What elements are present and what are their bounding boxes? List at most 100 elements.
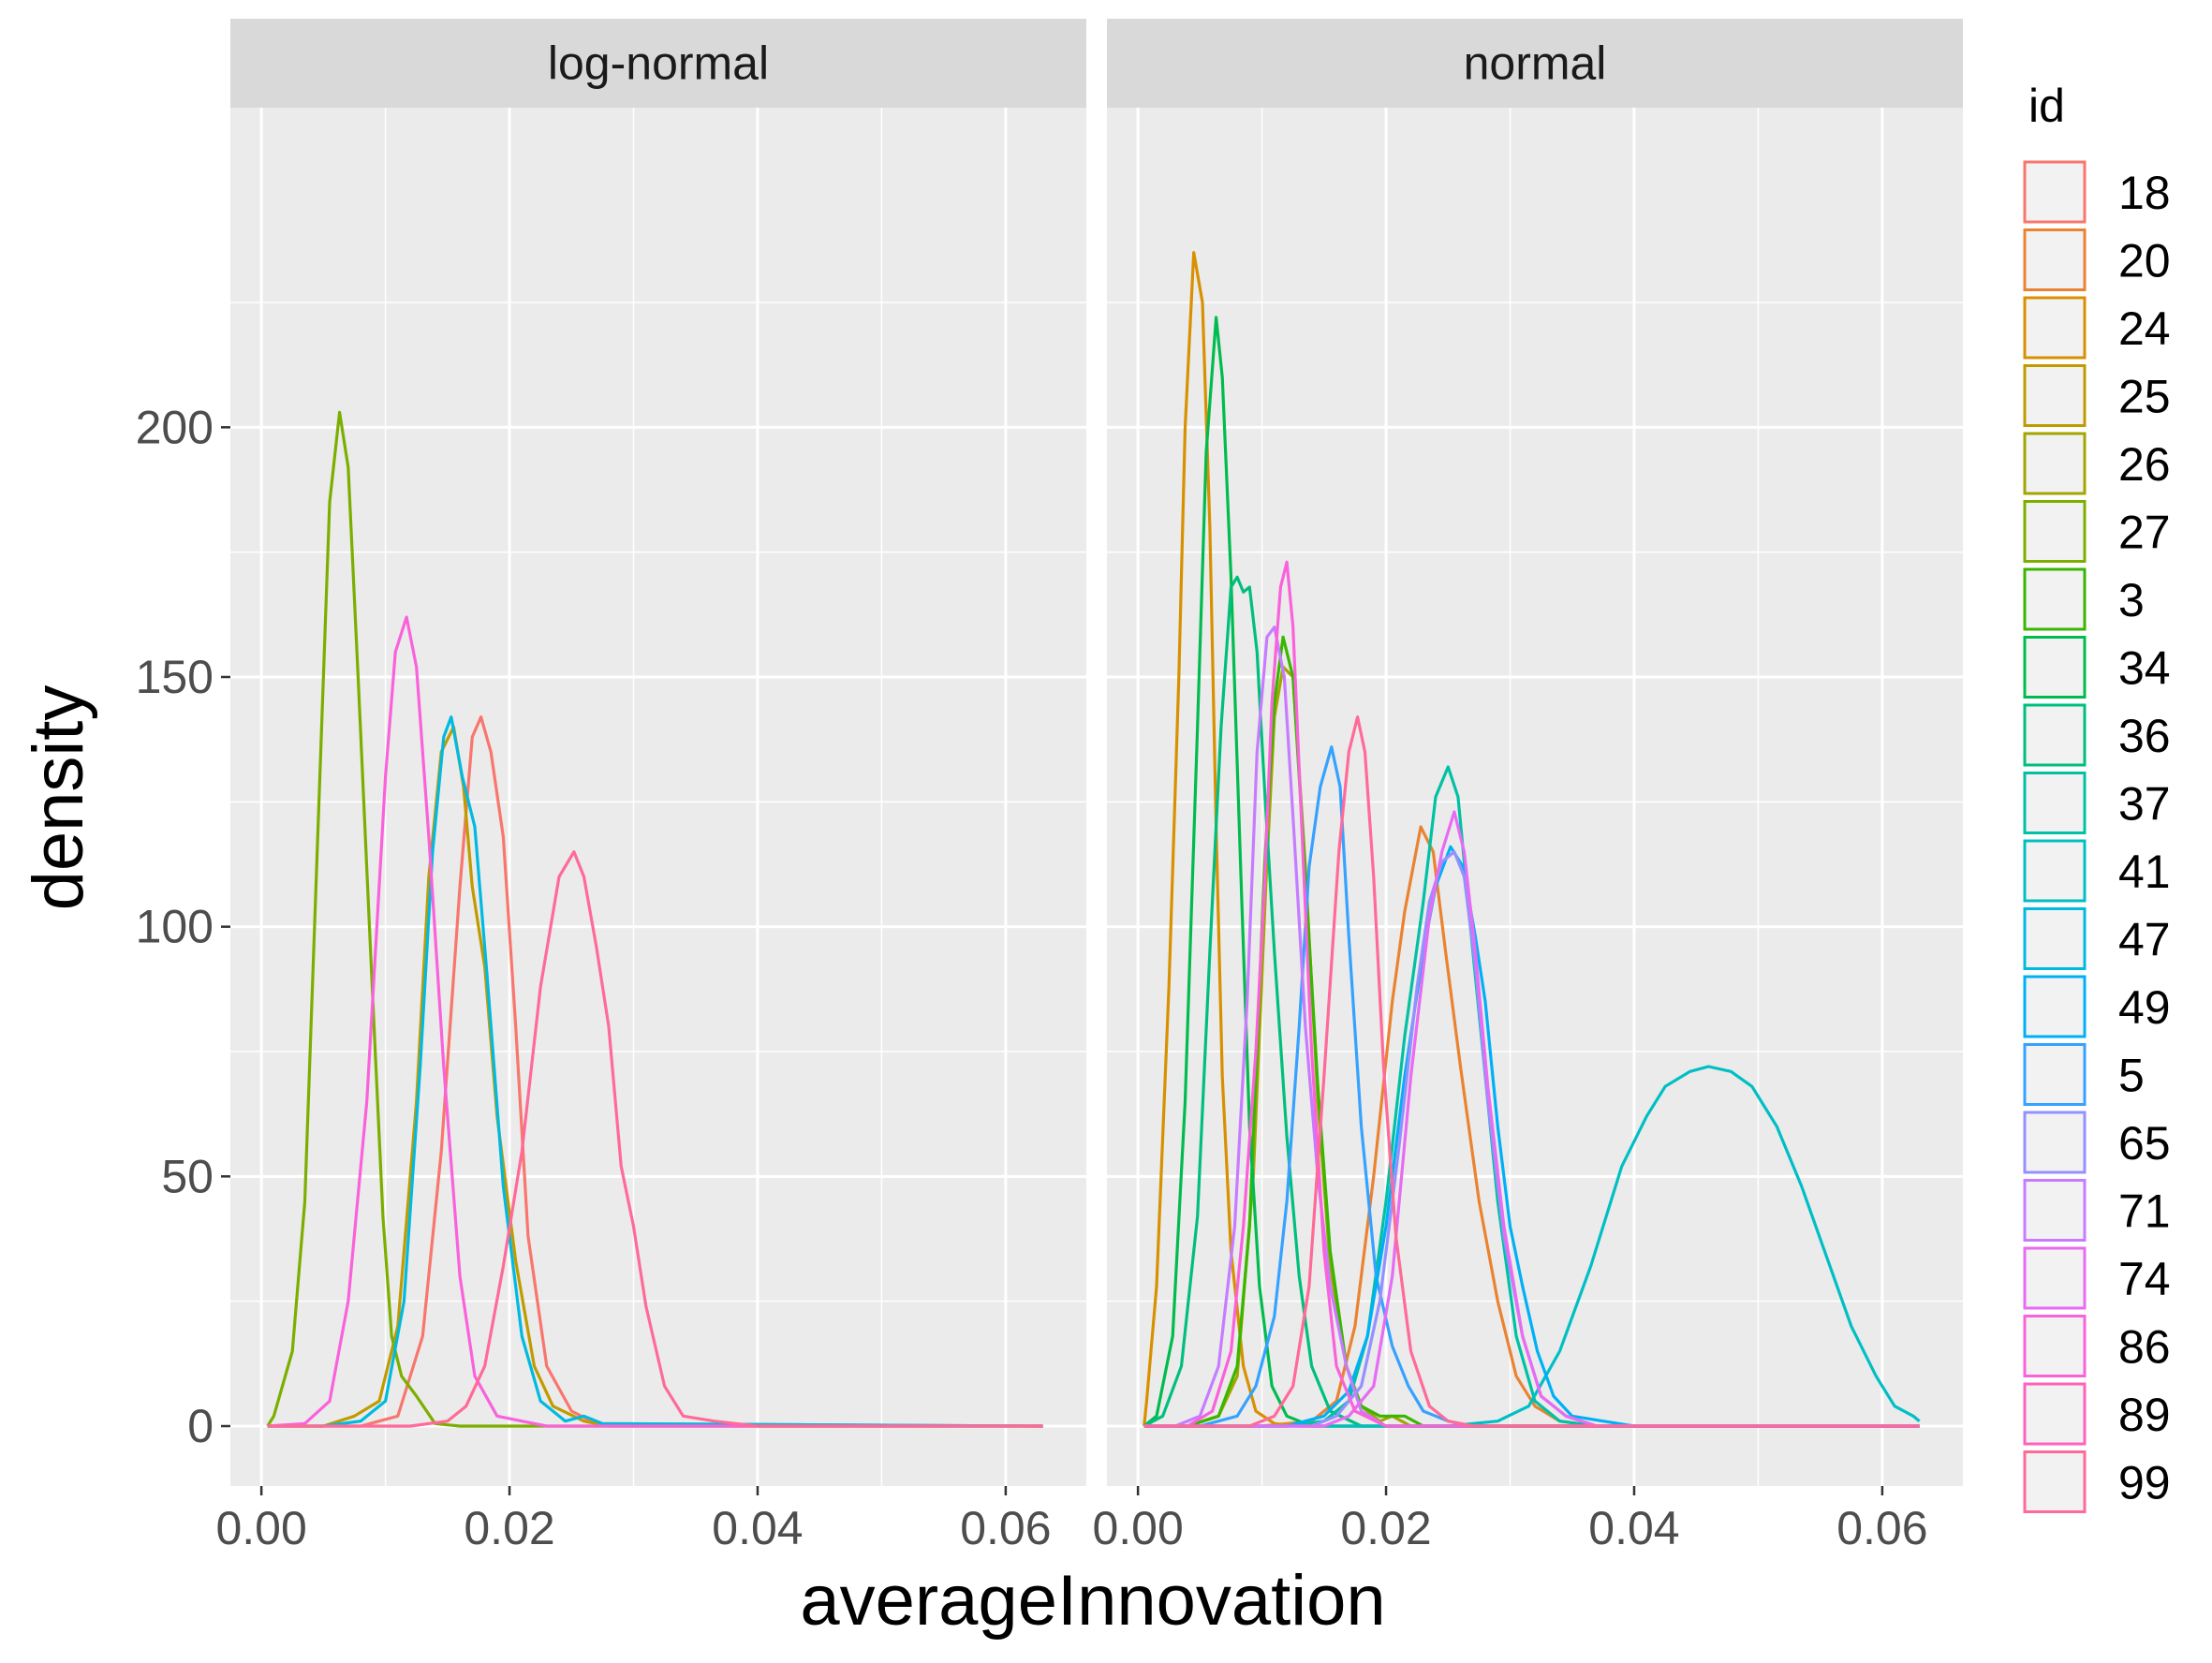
legend-label: 49 [2118, 981, 2171, 1034]
y-tick-label: 150 [136, 651, 214, 703]
legend-item: 5 [2023, 1043, 2145, 1106]
density-line-18 [267, 715, 1043, 1428]
legend-item: 27 [2023, 500, 2171, 563]
legend-key [2023, 1450, 2087, 1513]
density-line-24 [1143, 251, 1920, 1428]
x-tick-label: 0.06 [960, 1502, 1051, 1554]
legend-key [2023, 703, 2087, 767]
legend-item: 24 [2023, 296, 2171, 360]
legend-key [2023, 296, 2087, 360]
legend-label: 47 [2118, 914, 2171, 966]
x-tick-label: 0.04 [712, 1502, 803, 1554]
facet-strip-label: log-normal [548, 37, 769, 90]
legend-item: 3 [2023, 567, 2145, 631]
legend-item: 65 [2023, 1111, 2171, 1174]
legend-key [2023, 975, 2087, 1038]
legend-item: 74 [2023, 1246, 2171, 1310]
legend-label: 27 [2118, 507, 2171, 559]
legend-item: 49 [2023, 975, 2171, 1038]
density-line-49 [1143, 745, 1920, 1428]
density-line-74 [1143, 810, 1920, 1428]
legend-label: 65 [2118, 1117, 2171, 1170]
legend-label: 24 [2118, 302, 2171, 355]
legend-label: 86 [2118, 1321, 2171, 1374]
legend-item: 20 [2023, 228, 2171, 291]
legend-item: 99 [2023, 1450, 2171, 1513]
legend-item: 18 [2023, 160, 2171, 224]
legend-key [2023, 1111, 2087, 1174]
density-line-47 [267, 715, 1043, 1428]
panel-normal: normal [1107, 19, 1963, 1486]
x-tick-label: 0.06 [1836, 1502, 1927, 1554]
legend-label: 89 [2118, 1389, 2171, 1441]
legend-item: 41 [2023, 839, 2171, 903]
x-tick-label: 0.04 [1588, 1502, 1679, 1554]
panels-layer: log-normal normal [230, 19, 1963, 1486]
legend-key [2023, 500, 2087, 563]
legend-item: 89 [2023, 1382, 2171, 1446]
legend-item: 36 [2023, 703, 2171, 767]
x-tick-label: 0.00 [1092, 1502, 1183, 1554]
y-tick-label: 100 [136, 901, 214, 953]
y-axis-label: density [19, 685, 98, 911]
legend-title: id [2028, 80, 2065, 132]
legend-key [2023, 364, 2087, 427]
legend-key [2023, 432, 2087, 495]
legend-key [2023, 1315, 2087, 1377]
density-line-36 [1143, 575, 1920, 1428]
legend-label: 3 [2118, 574, 2145, 626]
y-tick-label: 200 [136, 401, 214, 453]
legend-label: 36 [2118, 710, 2171, 762]
legend-key [2023, 839, 2087, 903]
density-line-27 [266, 410, 1043, 1428]
legend-key [2023, 1179, 2087, 1242]
legend-key [2023, 228, 2087, 291]
legend-item: 26 [2023, 432, 2171, 495]
legend-label: 74 [2118, 1253, 2171, 1305]
density-line-34 [1143, 316, 1920, 1428]
density-line-86 [1143, 560, 1920, 1428]
x-tick-label: 0.02 [464, 1502, 554, 1554]
legend-key [2023, 1043, 2087, 1106]
facet-strip-label: normal [1464, 37, 1607, 90]
legend-item: 25 [2023, 364, 2171, 427]
panel-log-normal: log-normal [230, 19, 1086, 1486]
x-axis-label: averageInnovation [800, 1561, 1385, 1641]
legend-item: 71 [2023, 1179, 2171, 1242]
legend-key [2023, 1382, 2087, 1446]
legend-key [2023, 567, 2087, 631]
legend-label: 34 [2118, 642, 2171, 695]
density-line-71 [1143, 625, 1920, 1428]
legend-label: 26 [2118, 438, 2171, 491]
legend-key [2023, 772, 2087, 834]
legend-key [2023, 1246, 2087, 1310]
legend-label: 25 [2118, 371, 2171, 423]
facet-strip [1107, 19, 1963, 108]
legend-item: 37 [2023, 772, 2171, 834]
density-line-99 [267, 850, 1043, 1428]
legend-label: 5 [2118, 1050, 2145, 1102]
legend: id 18 20 24 25 26 27 3 34 36 37 41 47 49 5 65 71 74 86 89 9… [2023, 80, 2171, 1513]
legend-key [2023, 160, 2087, 224]
legend-item: 86 [2023, 1315, 2171, 1377]
density-line-86 [267, 615, 1043, 1428]
legend-label: 99 [2118, 1457, 2171, 1509]
axes-layer: 0.00 0.02 0.04 0.06 0 50 100 150 200 0.00 0.02 0.04… [136, 401, 1928, 1554]
y-tick-label: 0 [187, 1400, 214, 1452]
legend-label: 41 [2118, 846, 2171, 898]
facet-strip [230, 19, 1086, 108]
panel-background [1107, 108, 1963, 1486]
density-line-20 [1143, 825, 1920, 1428]
legend-label: 71 [2118, 1185, 2171, 1238]
legend-item: 47 [2023, 907, 2171, 970]
legend-key [2023, 907, 2087, 970]
legend-key [2023, 636, 2087, 699]
legend-label: 37 [2118, 778, 2171, 831]
legend-label: 18 [2118, 167, 2171, 219]
x-tick-label: 0.00 [215, 1502, 306, 1554]
density-line-99 [1143, 715, 1920, 1428]
legend-item: 34 [2023, 636, 2171, 699]
y-tick-label: 50 [161, 1150, 214, 1202]
x-tick-label: 0.02 [1340, 1502, 1431, 1554]
